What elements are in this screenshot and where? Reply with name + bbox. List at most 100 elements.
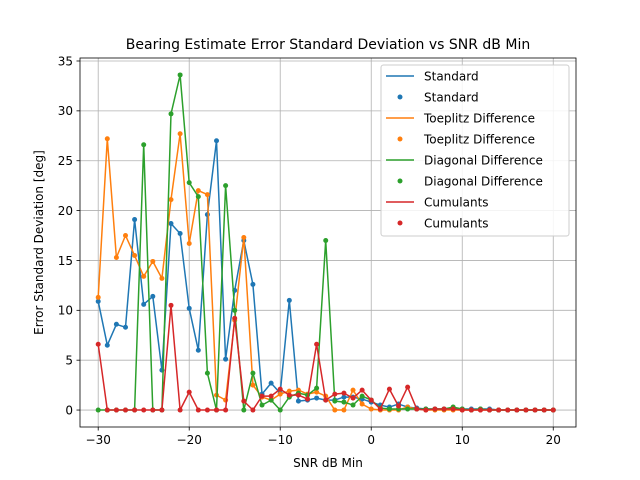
- legend-marker-swatch: [397, 220, 403, 226]
- data-point: [95, 407, 101, 413]
- legend-label: Diagonal Difference: [424, 153, 543, 167]
- data-point: [250, 281, 256, 287]
- data-point: [477, 407, 483, 413]
- data-point: [332, 407, 338, 413]
- legend-marker-swatch: [397, 94, 403, 100]
- data-point: [95, 294, 101, 300]
- data-point: [368, 406, 374, 412]
- data-point: [532, 407, 538, 413]
- data-point: [159, 275, 165, 281]
- data-point: [332, 391, 338, 397]
- x-axis-label: SNR dB Min: [293, 456, 363, 470]
- data-point: [95, 298, 101, 304]
- plot-frame: [79, 57, 577, 428]
- data-point: [523, 407, 529, 413]
- x-tick-label: 20: [546, 433, 561, 447]
- data-point: [150, 293, 156, 299]
- data-point: [195, 188, 201, 194]
- axis-ticks: −30 −20 −10 0 10 20 0 5 10 15 20 25 30 35: [58, 54, 561, 447]
- y-tick-label: 15: [58, 254, 73, 268]
- data-point: [286, 297, 292, 303]
- data-point: [277, 407, 283, 413]
- data-point: [223, 407, 229, 413]
- data-point: [113, 254, 119, 260]
- data-point: [232, 307, 238, 313]
- data-point: [123, 324, 129, 330]
- chart-title: Bearing Estimate Error Standard Deviatio…: [126, 37, 530, 53]
- legend-box: [380, 64, 570, 237]
- data-point: [323, 238, 329, 244]
- data-point: [305, 396, 311, 402]
- data-point: [168, 221, 174, 227]
- data-point: [195, 407, 201, 413]
- data-point: [341, 407, 347, 413]
- data-point: [314, 341, 320, 347]
- y-tick-label: 25: [58, 154, 73, 168]
- data-point: [268, 380, 274, 386]
- data-point: [250, 382, 256, 388]
- data-point: [123, 233, 129, 239]
- data-point: [113, 321, 119, 327]
- legend-marker-swatch: [397, 178, 403, 184]
- data-point: [432, 406, 438, 412]
- data-point: [241, 407, 247, 413]
- data-point: [314, 395, 320, 401]
- data-point: [405, 406, 411, 412]
- data-point: [423, 407, 429, 413]
- legend-label: Toeplitz Difference: [423, 111, 535, 125]
- data-point: [177, 231, 183, 237]
- x-tick-label: −20: [177, 433, 202, 447]
- data-point: [323, 397, 329, 403]
- data-point: [377, 406, 383, 412]
- data-point: [186, 305, 192, 311]
- legend-label: Toeplitz Difference: [423, 132, 535, 146]
- data-point: [186, 240, 192, 246]
- series-layer: [95, 72, 556, 413]
- data-point: [386, 406, 392, 412]
- legend-label: Diagonal Difference: [424, 174, 543, 188]
- data-point: [195, 347, 201, 353]
- x-tick-label: 0: [367, 433, 375, 447]
- data-point: [259, 393, 265, 399]
- legend-label: Standard: [424, 69, 479, 83]
- data-point: [295, 392, 301, 398]
- data-point: [104, 136, 110, 142]
- y-tick-label: 20: [58, 204, 73, 218]
- data-point: [104, 342, 110, 348]
- data-point: [204, 407, 210, 413]
- y-tick-label: 0: [65, 403, 73, 417]
- data-point: [132, 252, 138, 258]
- data-point: [414, 406, 420, 412]
- data-point: [450, 406, 456, 412]
- data-point: [468, 407, 474, 413]
- data-point: [314, 385, 320, 391]
- data-point: [132, 217, 138, 223]
- data-point: [141, 142, 147, 148]
- data-point: [241, 398, 247, 404]
- legend-label: Cumulants: [424, 195, 489, 209]
- data-point: [195, 194, 201, 200]
- data-point: [487, 407, 493, 413]
- data-point: [132, 407, 138, 413]
- data-point: [168, 197, 174, 203]
- data-point: [250, 407, 256, 413]
- data-point: [341, 399, 347, 405]
- data-point: [214, 138, 220, 144]
- data-point: [441, 406, 447, 412]
- y-axis-label: Error Standard Deviation [deg]: [32, 150, 46, 335]
- data-point: [159, 407, 165, 413]
- data-point: [359, 387, 365, 393]
- data-point: [250, 370, 256, 376]
- data-point: [186, 180, 192, 186]
- data-point: [505, 407, 511, 413]
- data-point: [168, 111, 174, 117]
- data-point: [341, 394, 347, 400]
- data-point: [295, 398, 301, 404]
- data-point: [350, 395, 356, 401]
- data-point: [104, 407, 110, 413]
- legend-label: Standard: [424, 90, 479, 104]
- data-point: [359, 401, 365, 407]
- data-point: [214, 407, 220, 413]
- data-point: [95, 341, 101, 347]
- data-point: [386, 386, 392, 392]
